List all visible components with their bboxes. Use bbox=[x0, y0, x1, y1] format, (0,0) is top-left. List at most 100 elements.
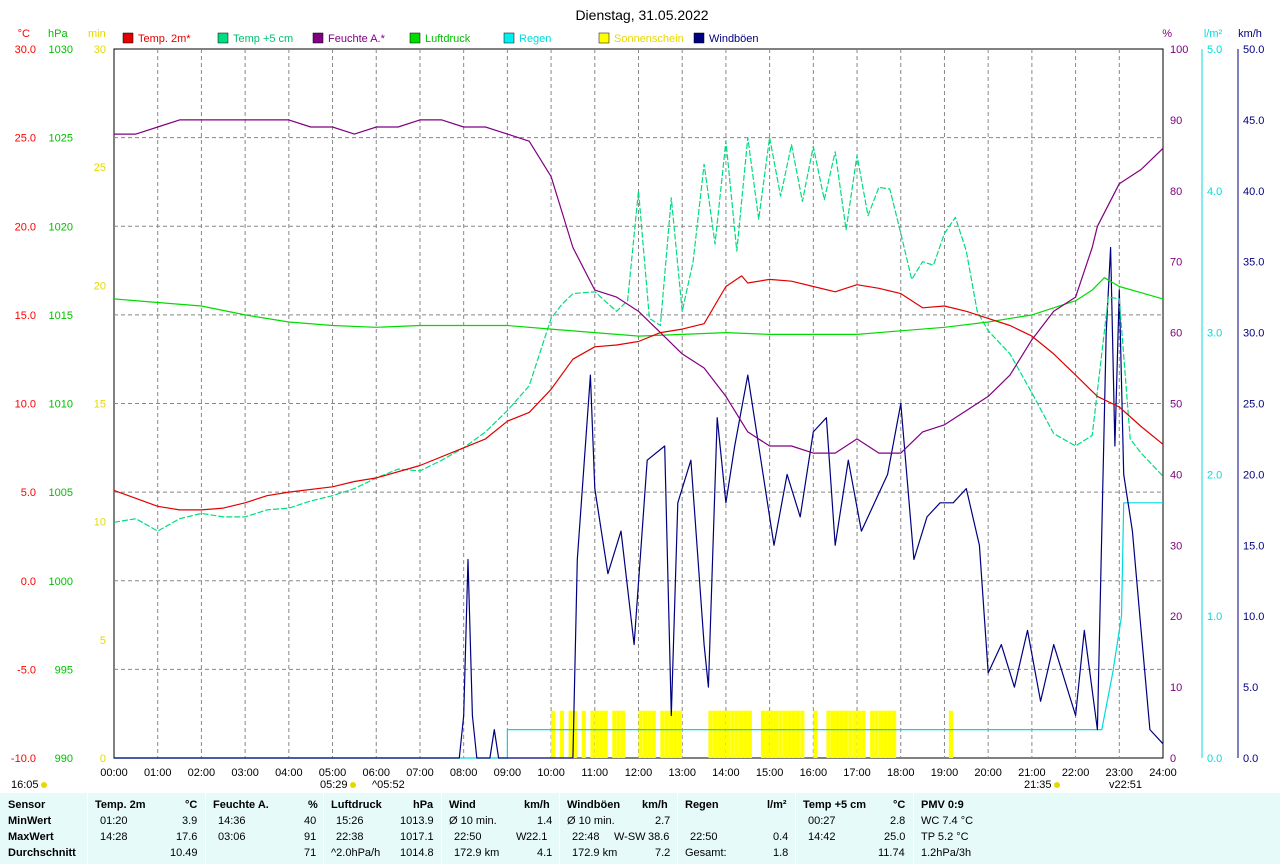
row-label-avg: Durchschnitt bbox=[8, 847, 76, 859]
wind-axis-tick-label: 5.0 bbox=[1243, 682, 1258, 694]
column-divider bbox=[913, 793, 914, 864]
pmv-pressure-trend: 1.2hPa/3h bbox=[921, 847, 972, 859]
sunshine-axis-tick-label: 0 bbox=[100, 753, 106, 765]
temp2m-min-value: 3.9 bbox=[182, 815, 198, 827]
sunshine-bar bbox=[551, 710, 556, 758]
legend-entry: Temp +5 cm bbox=[233, 33, 293, 45]
regen-total-label: Gesamt: bbox=[685, 847, 727, 859]
legend-swatch bbox=[598, 32, 610, 44]
column-divider bbox=[87, 793, 88, 864]
sun-transit-label: ^05:52 bbox=[372, 779, 405, 791]
legend-entry: Temp. 2m* bbox=[138, 33, 191, 45]
sunshine-bar bbox=[743, 710, 748, 758]
sunshine-bar bbox=[568, 710, 573, 758]
x-axis-tick-label: 22:00 bbox=[1062, 767, 1090, 779]
sunshine-bar bbox=[861, 710, 866, 758]
temp5-max-value: 25.0 bbox=[884, 831, 906, 843]
x-axis-tick-label: 07:00 bbox=[406, 767, 434, 779]
sunshine-bar bbox=[747, 710, 752, 758]
column-divider bbox=[441, 793, 442, 864]
sensor-header: Sensor bbox=[8, 799, 46, 811]
sunshine-bar bbox=[760, 710, 766, 758]
sunshine-axis-tick-label: 20 bbox=[94, 280, 106, 292]
pressure-axis-tick-label: 1020 bbox=[49, 221, 73, 233]
x-axis-tick-label: 00:00 bbox=[100, 767, 128, 779]
wind-distance: 172.9 km bbox=[454, 847, 500, 859]
temp5-unit: °C bbox=[893, 799, 906, 811]
sunshine-bar bbox=[599, 710, 604, 758]
rain-axis-tick-label: 1.0 bbox=[1207, 611, 1222, 623]
wind-header: Wind bbox=[449, 799, 476, 811]
windboeen-unit: km/h bbox=[642, 799, 668, 811]
x-axis-tick-label: 18:00 bbox=[887, 767, 915, 779]
sunshine-bar bbox=[874, 710, 879, 758]
regen-max-value: 0.4 bbox=[773, 831, 789, 843]
x-axis-tick-label: 09:00 bbox=[494, 767, 522, 779]
wind-axis-tick-label: 30.0 bbox=[1243, 328, 1264, 340]
sunshine-bar bbox=[778, 710, 783, 758]
wind-axis-tick-label: 35.0 bbox=[1243, 257, 1264, 269]
wind-axis-tick-label: 15.0 bbox=[1243, 540, 1264, 552]
moon-time-label: v22:51 bbox=[1109, 779, 1142, 791]
sunshine-bar bbox=[616, 710, 621, 758]
humidity-axis-tick-label: 100 bbox=[1170, 44, 1188, 56]
rain-axis-unit: l/m² bbox=[1204, 28, 1223, 40]
windboeen-max-direction: W-SW bbox=[614, 831, 646, 843]
luftdruck-min-value: 1013.9 bbox=[400, 815, 434, 827]
series-line-luftdruck bbox=[113, 277, 1164, 337]
sunshine-bar bbox=[621, 710, 626, 758]
sunshine-bar bbox=[725, 710, 731, 758]
wind-axis-tick-label: 45.0 bbox=[1243, 115, 1264, 127]
wind-min-value: 1.4 bbox=[537, 815, 553, 827]
x-axis-tick-label: 03:00 bbox=[231, 767, 259, 779]
column-divider bbox=[559, 793, 560, 864]
x-axis-tick-label: 11:00 bbox=[581, 767, 608, 779]
temp2m-max-time: 14:28 bbox=[100, 831, 128, 843]
luftdruck-trend: ^2.0hPa/h bbox=[331, 847, 381, 859]
temp-axis-tick-label: 25.0 bbox=[15, 133, 36, 145]
sunshine-bar bbox=[572, 710, 578, 758]
sunshine-bar bbox=[669, 710, 674, 758]
x-axis-tick-label: 16:00 bbox=[800, 767, 828, 779]
statistics-table: Sensor MinWert MaxWert Durchschnitt Temp… bbox=[0, 793, 1280, 864]
regen-header: Regen bbox=[685, 799, 719, 811]
sunshine-axis-tick-label: 25 bbox=[94, 162, 106, 174]
windboeen-min-label: Ø 10 min. bbox=[567, 815, 615, 827]
luftdruck-unit: hPa bbox=[413, 799, 434, 811]
wind-axis-tick-label: 40.0 bbox=[1243, 186, 1264, 198]
sunshine-bar bbox=[813, 710, 818, 758]
pmv-windchill: WC 7.4 °C bbox=[921, 815, 974, 827]
sunshine-bar bbox=[795, 710, 801, 758]
sunshine-bar bbox=[852, 710, 857, 758]
sunshine-bar bbox=[712, 710, 718, 758]
temp2m-avg-value: 10.49 bbox=[170, 847, 198, 859]
wind-unit: km/h bbox=[524, 799, 550, 811]
x-axis-tick-label: 14:00 bbox=[712, 767, 740, 779]
x-axis-tick-label: 05:00 bbox=[319, 767, 347, 779]
x-axis-tick-label: 19:00 bbox=[931, 767, 959, 779]
sunshine-axis-tick-label: 10 bbox=[94, 517, 106, 529]
sunshine-bar bbox=[857, 710, 862, 758]
windboeen-avg-value: 7.2 bbox=[655, 847, 671, 859]
temp2m-max-value: 17.6 bbox=[176, 831, 198, 843]
feuchte-unit: % bbox=[308, 799, 318, 811]
x-axis-tick-label: 20:00 bbox=[974, 767, 1002, 779]
sunshine-bar bbox=[835, 710, 840, 758]
sunrise-time-label: 05:29 bbox=[320, 779, 348, 791]
x-axis-tick-label: 12:00 bbox=[625, 767, 653, 779]
sunshine-bar bbox=[612, 710, 617, 758]
legend-swatch bbox=[503, 32, 515, 44]
x-axis-tick-label: 24:00 bbox=[1149, 767, 1177, 779]
x-axis-tick-label: 06:00 bbox=[362, 767, 390, 779]
row-label-min: MinWert bbox=[8, 815, 52, 827]
x-axis-tick-label: 17:00 bbox=[843, 767, 871, 779]
sunshine-bar bbox=[948, 710, 954, 758]
legend-entry: Feuchte A.* bbox=[328, 33, 386, 45]
sunshine-bar bbox=[721, 710, 726, 758]
wind-axis-tick-label: 10.0 bbox=[1243, 611, 1264, 623]
temp2m-min-time: 01:20 bbox=[100, 815, 128, 827]
humidity-axis-tick-label: 80 bbox=[1170, 186, 1182, 198]
sunshine-axis-unit: min bbox=[88, 28, 106, 40]
column-divider bbox=[795, 793, 796, 864]
humidity-axis-tick-label: 50 bbox=[1170, 399, 1182, 411]
